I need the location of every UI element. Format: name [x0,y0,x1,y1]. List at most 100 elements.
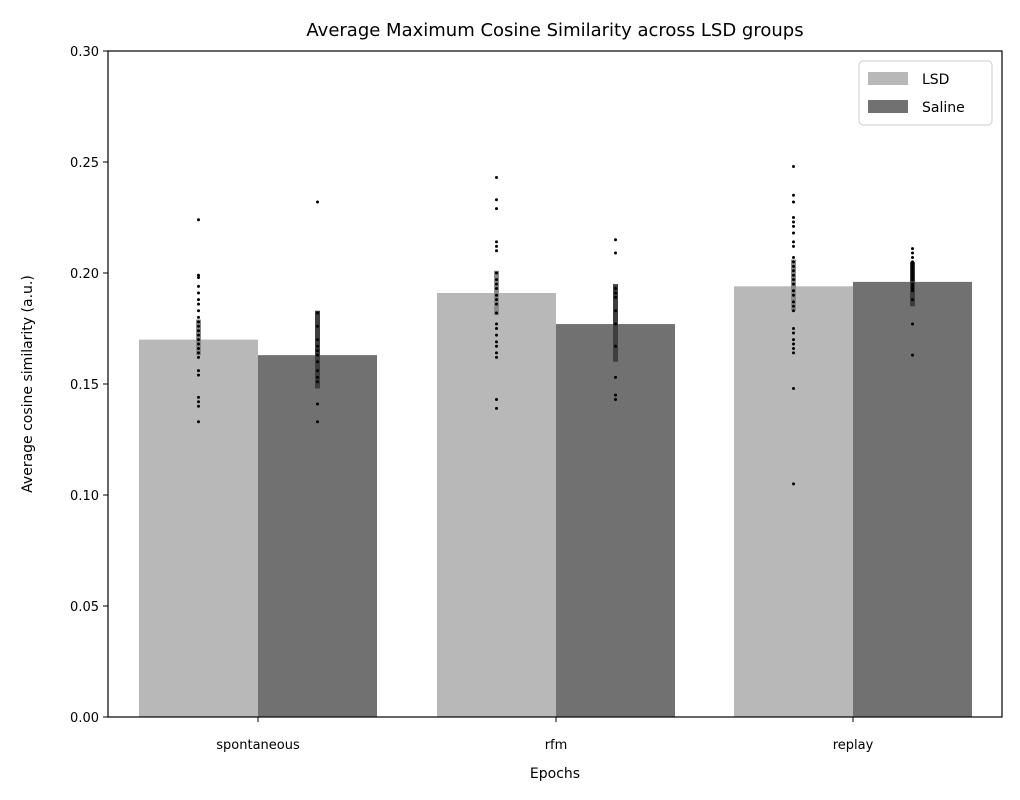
x-tick-label-spontaneous: spontaneous [216,738,300,753]
data-point-lsd-replay-2 [792,200,795,204]
data-point-saline-replay-18 [911,353,914,357]
data-point-lsd-replay-12 [792,269,795,273]
bar-lsd-replay [734,286,853,717]
data-point-saline-rfm-10 [614,398,617,402]
data-point-saline-replay-4 [911,262,914,266]
data-point-lsd-rfm-17 [495,340,498,344]
data-point-saline-spontaneous-12 [316,420,319,424]
data-point-saline-spontaneous-6 [316,353,319,357]
data-point-lsd-rfm-0 [495,176,498,180]
data-point-lsd-rfm-4 [495,244,498,248]
data-point-lsd-spontaneous-21 [197,400,200,404]
data-point-lsd-rfm-8 [495,282,498,286]
y-axis: 0.00 0.05 0.10 0.15 0.20 0.25 0.30 [70,45,108,726]
legend: LSD Saline [858,60,993,126]
data-point-saline-rfm-4 [614,295,617,299]
data-point-lsd-rfm-1 [495,198,498,202]
data-point-lsd-replay-26 [792,351,795,355]
data-point-lsd-spontaneous-5 [197,298,200,302]
data-point-lsd-spontaneous-17 [197,355,200,359]
y-tick-label-2: 0.10 [70,489,99,504]
legend-label-saline: Saline [922,100,965,116]
data-point-saline-replay-5 [911,264,914,268]
y-axis-title: Average cosine similarity (a.u.) [20,275,36,493]
data-point-lsd-rfm-14 [495,322,498,326]
data-point-lsd-spontaneous-0 [197,218,200,222]
data-point-saline-replay-7 [911,269,914,273]
data-point-saline-replay-12 [911,282,914,286]
data-point-saline-replay-10 [911,275,914,279]
data-point-lsd-replay-27 [792,386,795,390]
data-point-lsd-spontaneous-18 [197,369,200,373]
data-point-lsd-replay-25 [792,346,795,350]
y-tick-label-4: 0.20 [70,267,99,282]
data-point-lsd-spontaneous-11 [197,329,200,333]
data-point-saline-rfm-5 [614,309,617,313]
data-point-saline-spontaneous-1 [316,311,319,315]
data-point-saline-replay-15 [911,289,914,293]
x-tick-label-replay: replay [833,738,874,753]
x-axis: spontaneous rfm replay [216,717,874,753]
data-point-lsd-replay-22 [792,331,795,335]
data-point-lsd-replay-0 [792,164,795,168]
y-tick-label-1: 0.05 [70,600,99,615]
data-point-lsd-replay-5 [792,224,795,228]
data-point-saline-spontaneous-2 [316,324,319,328]
data-point-lsd-replay-11 [792,264,795,268]
data-point-lsd-replay-14 [792,278,795,282]
data-point-lsd-replay-8 [792,244,795,248]
data-point-lsd-rfm-22 [495,406,498,410]
data-point-saline-replay-14 [911,287,914,291]
data-point-saline-replay-3 [911,260,914,264]
data-point-lsd-rfm-7 [495,278,498,282]
data-point-lsd-spontaneous-15 [197,346,200,350]
bar-saline-spontaneous [258,355,377,717]
y-tick-label-5: 0.25 [70,156,99,171]
bar-saline-replay [853,281,972,717]
data-point-lsd-replay-18 [792,300,795,304]
data-point-saline-rfm-8 [614,375,617,379]
data-point-saline-rfm-3 [614,291,617,295]
data-point-lsd-replay-4 [792,220,795,224]
y-tick-label-3: 0.15 [70,378,99,393]
data-point-lsd-replay-15 [792,282,795,286]
data-point-saline-spontaneous-8 [316,369,319,373]
data-point-lsd-rfm-2 [495,207,498,211]
data-point-saline-replay-8 [911,271,914,275]
data-point-lsd-spontaneous-10 [197,324,200,328]
data-point-saline-spontaneous-10 [316,380,319,384]
data-point-saline-replay-17 [911,322,914,326]
data-point-lsd-replay-6 [792,231,795,235]
data-point-lsd-replay-7 [792,240,795,244]
data-point-saline-spontaneous-7 [316,360,319,364]
data-point-lsd-replay-20 [792,309,795,313]
data-point-lsd-replay-28 [792,482,795,486]
data-point-lsd-spontaneous-13 [197,338,200,342]
y-tick-label-0: 0.00 [70,711,99,726]
data-point-lsd-spontaneous-9 [197,320,200,324]
bar-lsd-rfm [437,292,556,717]
x-tick-label-rfm: rfm [545,738,568,753]
data-point-saline-spontaneous-9 [316,375,319,379]
data-point-saline-replay-16 [911,298,914,302]
data-point-saline-replay-0 [911,247,914,251]
data-point-lsd-replay-17 [792,293,795,297]
data-point-lsd-replay-21 [792,327,795,330]
data-point-lsd-spontaneous-23 [197,420,200,424]
data-point-lsd-spontaneous-12 [197,333,200,337]
data-point-lsd-rfm-3 [495,240,498,244]
data-point-saline-replay-13 [911,284,914,288]
data-point-saline-replay-9 [911,273,914,277]
data-point-lsd-replay-3 [792,216,795,219]
scatter-points-layer [197,164,914,486]
data-point-lsd-spontaneous-2 [197,275,200,279]
data-point-lsd-spontaneous-7 [197,309,200,313]
data-point-lsd-spontaneous-20 [197,395,200,399]
x-axis-title: Epochs [530,766,580,782]
legend-label-lsd: LSD [922,72,949,88]
data-point-saline-spontaneous-4 [316,344,319,348]
data-point-saline-replay-1 [911,251,914,255]
data-point-lsd-rfm-10 [495,293,498,297]
data-point-saline-rfm-1 [614,251,617,255]
data-point-saline-spontaneous-3 [316,338,319,342]
